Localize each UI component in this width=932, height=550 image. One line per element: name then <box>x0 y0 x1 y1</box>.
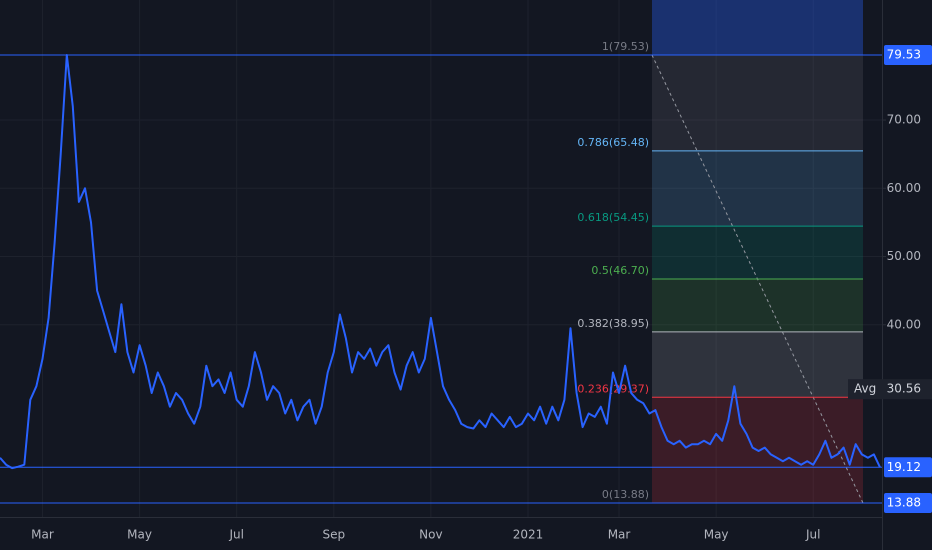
time-scale <box>0 517 882 550</box>
fib-level-label: 0.236(29.37) <box>577 382 649 395</box>
x-tick-label: Nov <box>419 528 442 542</box>
fib-extension-zone <box>652 0 863 56</box>
price-label-bg <box>884 457 932 478</box>
fib-level-label: 0.618(54.45) <box>577 211 649 224</box>
x-tick-label: Jul <box>228 528 243 542</box>
fib-zone <box>652 279 863 332</box>
price-series <box>0 54 881 470</box>
price-label-bg <box>884 493 932 514</box>
fib-zone <box>652 55 863 151</box>
fib-level-label: 0.382(38.95) <box>577 317 649 330</box>
avg-value: 30.56 <box>887 382 921 396</box>
y-tick-label: 60.00 <box>887 181 921 195</box>
y-tick-label: 70.00 <box>887 113 921 127</box>
y-tick-label: 50.00 <box>887 249 921 263</box>
x-tick-label: May <box>704 528 729 542</box>
fib-level-label: 0.5(46.70) <box>591 264 649 277</box>
x-tick-label: 2021 <box>513 528 544 542</box>
fib-zone <box>652 150 863 227</box>
x-tick-label: Jul <box>805 528 820 542</box>
price-label-bg <box>884 45 932 66</box>
avg-name: Avg <box>854 382 876 396</box>
price-label: 79.53 <box>887 48 921 62</box>
fib-zone <box>652 226 863 280</box>
y-tick-label: 40.00 <box>887 317 921 331</box>
price-label: 13.88 <box>887 496 921 510</box>
avg-label-bg <box>848 379 932 400</box>
x-tick-label: May <box>127 528 152 542</box>
fib-level-label: 0(13.88) <box>602 488 649 501</box>
fib-zone <box>652 331 863 398</box>
fib-level-label: 1(79.53) <box>602 40 649 53</box>
x-tick-label: Mar <box>31 528 54 542</box>
price-label: 19.12 <box>887 460 921 474</box>
x-tick-label: Mar <box>608 528 631 542</box>
fib-level-label: 0.786(65.48) <box>577 136 649 149</box>
x-tick-label: Sep <box>322 528 345 542</box>
